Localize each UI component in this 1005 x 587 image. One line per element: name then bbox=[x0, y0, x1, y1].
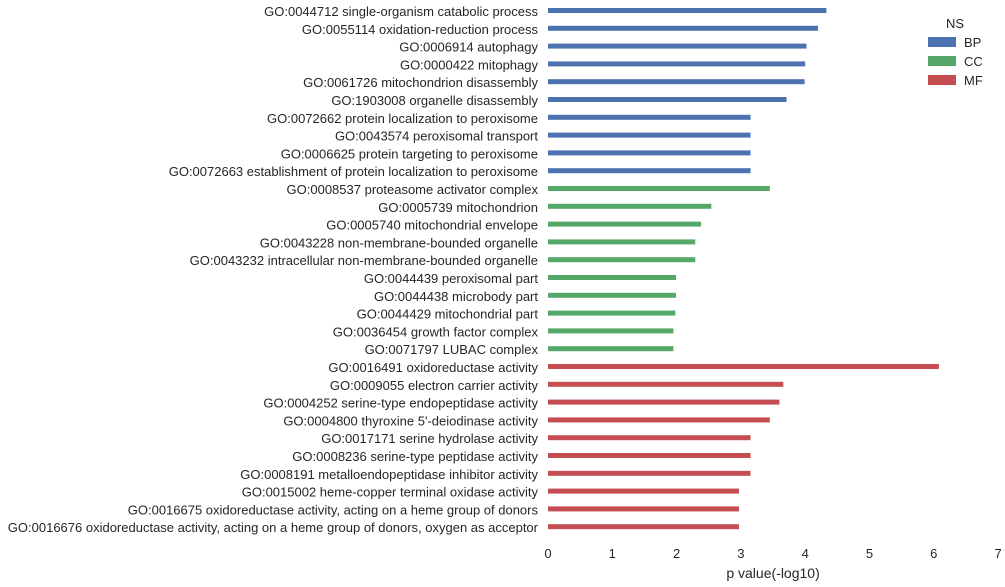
x-tick-label: 6 bbox=[930, 546, 937, 561]
category-label: GO:0061726 mitochondrion disassembly bbox=[303, 75, 538, 90]
bar bbox=[548, 346, 674, 352]
bars-layer bbox=[548, 8, 939, 530]
legend-entries: BP CC MF bbox=[928, 35, 983, 88]
bar bbox=[548, 203, 712, 209]
bar bbox=[548, 381, 784, 387]
bar bbox=[548, 310, 676, 316]
bar bbox=[548, 275, 676, 280]
category-label: GO:0008191 metalloendopeptidase inhibito… bbox=[240, 467, 538, 482]
category-label: GO:0008236 serine-type peptidase activit… bbox=[292, 449, 538, 464]
x-tick-label: 2 bbox=[673, 546, 680, 561]
bar bbox=[548, 292, 676, 298]
category-label: GO:0005739 mitochondrion bbox=[378, 200, 538, 215]
x-tick-label: 5 bbox=[866, 546, 873, 561]
bar bbox=[548, 114, 751, 120]
category-label: GO:0006625 protein targeting to peroxiso… bbox=[281, 146, 538, 161]
x-tick-label: 0 bbox=[544, 546, 551, 561]
category-label: GO:0004252 serine-type endopeptidase act… bbox=[263, 396, 538, 411]
bar bbox=[548, 239, 696, 245]
category-labels: GO:0044712 single-organism catabolic pro… bbox=[8, 4, 539, 535]
legend-label: CC bbox=[964, 54, 983, 69]
bar bbox=[548, 488, 739, 494]
category-label: GO:0044438 microbody part bbox=[374, 289, 538, 304]
x-axis-title: p value(-log10) bbox=[726, 565, 819, 581]
x-tick-label: 7 bbox=[994, 546, 1001, 561]
bar bbox=[548, 470, 751, 476]
category-label: GO:0006914 autophagy bbox=[399, 40, 538, 55]
bar bbox=[548, 168, 751, 174]
x-tick-label: 1 bbox=[609, 546, 616, 561]
bar bbox=[548, 61, 806, 67]
category-label: GO:0072662 protein localization to perox… bbox=[267, 111, 538, 126]
bar bbox=[548, 399, 780, 405]
category-label: GO:1903008 organelle disassembly bbox=[331, 93, 538, 108]
category-label: GO:0044712 single-organism catabolic pro… bbox=[264, 4, 538, 19]
legend-label: MF bbox=[964, 73, 983, 88]
legend-swatch bbox=[928, 37, 956, 47]
legend: NS BP CC MF bbox=[928, 16, 983, 88]
category-label: GO:0004800 thyroxine 5'-deiodinase activ… bbox=[283, 413, 538, 428]
category-label: GO:0016676 oxidoreductase activity, acti… bbox=[8, 520, 539, 535]
bar bbox=[548, 43, 807, 49]
category-label: GO:0036454 growth factor complex bbox=[333, 324, 539, 339]
category-label: GO:0015002 heme-copper terminal oxidase … bbox=[242, 485, 539, 500]
legend-swatch bbox=[928, 75, 956, 85]
bar bbox=[548, 435, 751, 441]
bar bbox=[548, 364, 939, 369]
bar bbox=[548, 506, 739, 512]
category-label: GO:0043232 intracellular non-membrane-bo… bbox=[190, 253, 538, 268]
bar bbox=[548, 25, 819, 31]
legend-label: BP bbox=[964, 35, 981, 50]
category-label: GO:0044429 mitochondrial part bbox=[357, 307, 539, 322]
category-label: GO:0072663 establishment of protein loca… bbox=[169, 164, 538, 179]
category-label: GO:0071797 LUBAC complex bbox=[365, 342, 539, 357]
bar bbox=[548, 97, 787, 102]
category-label: GO:0043228 non-membrane-bounded organell… bbox=[260, 235, 538, 250]
bar bbox=[548, 257, 696, 263]
x-tick-label: 3 bbox=[737, 546, 744, 561]
category-label: GO:0005740 mitochondrial envelope bbox=[326, 218, 538, 233]
x-axis-ticks: 0 1 2 3 4 5 6 7 bbox=[544, 546, 1001, 561]
bar bbox=[548, 79, 805, 85]
category-label: GO:0009055 electron carrier activity bbox=[330, 378, 539, 393]
bar bbox=[548, 8, 827, 13]
category-label: GO:0055114 oxidation-reduction process bbox=[302, 22, 539, 37]
legend-swatch bbox=[928, 56, 956, 66]
bar bbox=[548, 417, 770, 423]
bar bbox=[548, 221, 702, 227]
x-tick-label: 4 bbox=[802, 546, 809, 561]
bar bbox=[548, 132, 751, 138]
category-label: GO:0016675 oxidoreductase activity, acti… bbox=[128, 502, 539, 517]
category-label: GO:0008537 proteasome activator complex bbox=[287, 182, 539, 197]
category-label: GO:0017171 serine hydrolase activity bbox=[321, 431, 538, 446]
category-label: GO:0043574 peroxisomal transport bbox=[335, 129, 538, 144]
bar bbox=[548, 186, 770, 191]
category-label: GO:0000422 mitophagy bbox=[400, 57, 539, 72]
bar bbox=[548, 524, 739, 530]
bar bbox=[548, 328, 674, 334]
bar bbox=[548, 150, 751, 156]
legend-title: NS bbox=[946, 16, 964, 31]
category-label: GO:0044439 peroxisomal part bbox=[364, 271, 539, 286]
bar bbox=[548, 453, 751, 458]
category-label: GO:0016491 oxidoreductase activity bbox=[328, 360, 538, 375]
